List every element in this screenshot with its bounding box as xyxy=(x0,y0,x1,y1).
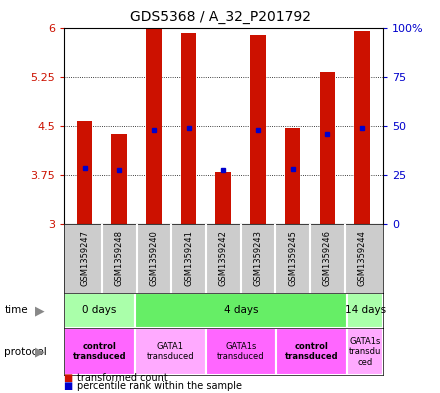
Text: GSM1359243: GSM1359243 xyxy=(253,230,263,286)
Text: percentile rank within the sample: percentile rank within the sample xyxy=(77,381,242,391)
Text: GSM1359246: GSM1359246 xyxy=(323,230,332,286)
Text: 0 days: 0 days xyxy=(82,305,117,316)
Bar xyxy=(77,121,92,224)
Text: GSM1359241: GSM1359241 xyxy=(184,230,193,286)
Text: ▶: ▶ xyxy=(35,345,44,358)
Bar xyxy=(64,293,135,328)
Text: ▶: ▶ xyxy=(35,304,44,317)
Text: protocol: protocol xyxy=(4,347,47,357)
Bar xyxy=(64,328,135,375)
Bar xyxy=(205,328,276,375)
Text: time: time xyxy=(4,305,28,316)
Bar xyxy=(285,128,301,224)
Text: GSM1359245: GSM1359245 xyxy=(288,230,297,286)
Bar xyxy=(347,328,383,375)
Text: ■: ■ xyxy=(64,381,76,391)
Text: GATA1s
transdu
ced: GATA1s transdu ced xyxy=(349,337,381,367)
Text: GSM1359240: GSM1359240 xyxy=(150,230,158,286)
Text: 14 days: 14 days xyxy=(345,305,385,316)
Bar xyxy=(216,172,231,224)
Text: control
transduced: control transduced xyxy=(73,342,126,362)
Bar xyxy=(276,328,347,375)
Text: 4 days: 4 days xyxy=(224,305,258,316)
Text: GATA1
transduced: GATA1 transduced xyxy=(147,342,194,362)
Bar xyxy=(347,293,383,328)
Bar xyxy=(319,72,335,224)
Bar xyxy=(135,293,347,328)
Text: transformed count: transformed count xyxy=(77,373,168,383)
Text: GSM1359242: GSM1359242 xyxy=(219,230,228,286)
Text: control
transduced: control transduced xyxy=(285,342,339,362)
Text: GSM1359247: GSM1359247 xyxy=(80,230,89,286)
Text: GSM1359248: GSM1359248 xyxy=(115,230,124,286)
Text: ■: ■ xyxy=(64,373,76,383)
Text: GATA1s
transduced: GATA1s transduced xyxy=(217,342,265,362)
Bar xyxy=(135,328,205,375)
Bar xyxy=(181,33,196,224)
Bar xyxy=(146,29,162,224)
Bar xyxy=(250,35,266,224)
Text: GDS5368 / A_32_P201792: GDS5368 / A_32_P201792 xyxy=(129,10,311,24)
Bar xyxy=(354,31,370,224)
Text: GSM1359244: GSM1359244 xyxy=(357,230,367,286)
Bar xyxy=(111,134,127,224)
